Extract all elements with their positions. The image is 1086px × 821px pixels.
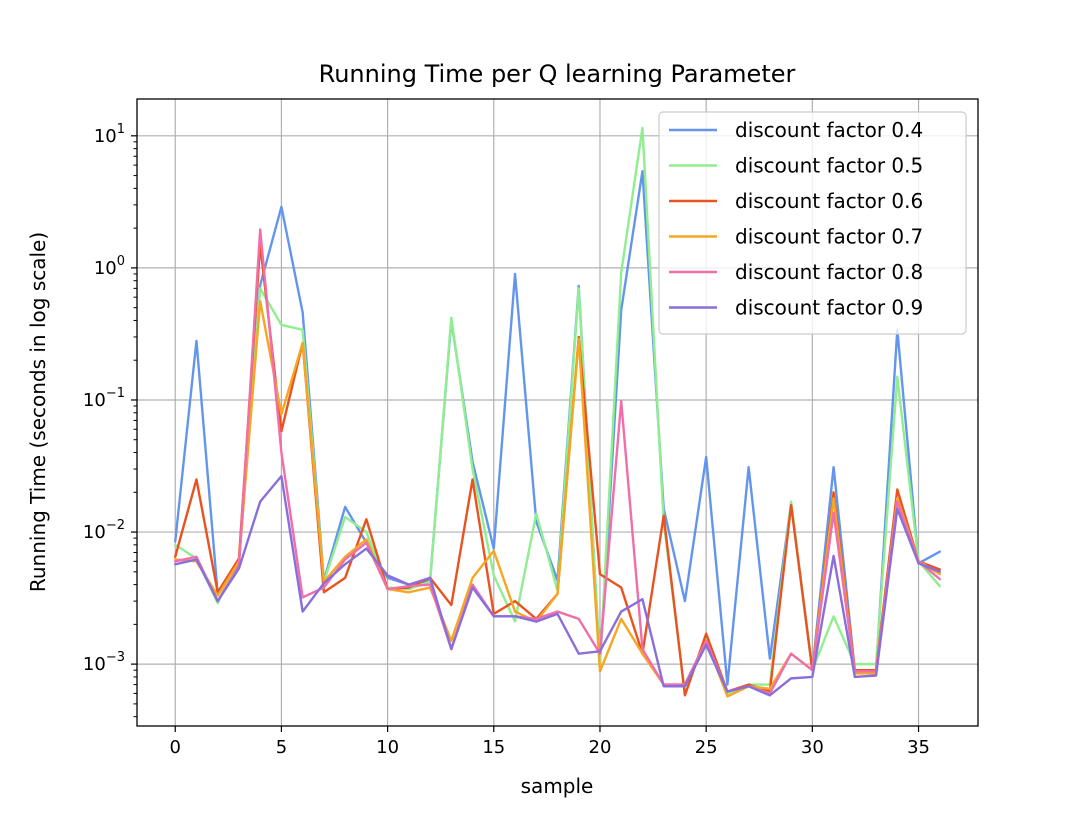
y-tick-label: 10−1 xyxy=(83,386,125,411)
series-lines xyxy=(174,126,941,698)
legend-box xyxy=(658,111,967,335)
legend-label: discount factor 0.4 xyxy=(735,118,923,142)
x-tick-label: 35 xyxy=(907,737,930,758)
x-tick-label: 25 xyxy=(695,737,718,758)
axis-ticks: 0 5 10 15 20 25 30 35 10−3 10−2 10−1 100 101 xyxy=(83,122,930,758)
legend-label: discount factor 0.5 xyxy=(735,154,923,178)
series-line xyxy=(174,474,941,697)
legend: discount factor 0.4 discount factor 0.5 di… xyxy=(658,111,967,335)
y-tick-label: 101 xyxy=(94,122,125,147)
x-tick-label: 15 xyxy=(482,737,505,758)
x-axis-label: sample xyxy=(521,774,594,798)
y-axis-label: Running Time (seconds in log scale) xyxy=(26,232,50,592)
chart-title: Running Time per Q learning Parameter xyxy=(319,60,796,88)
x-tick-label: 10 xyxy=(376,737,399,758)
x-tick-label: 5 xyxy=(276,737,287,758)
legend-label: discount factor 0.9 xyxy=(735,296,923,320)
legend-label: discount factor 0.8 xyxy=(735,260,923,284)
y-tick-label: 10−3 xyxy=(83,650,125,675)
x-tick-label: 30 xyxy=(801,737,824,758)
y-tick-label: 10−2 xyxy=(83,518,125,543)
x-tick-label: 0 xyxy=(170,737,181,758)
x-tick-label: 20 xyxy=(589,737,612,758)
y-tick-label: 100 xyxy=(94,254,125,279)
legend-label: discount factor 0.7 xyxy=(735,225,923,249)
legend-label: discount factor 0.6 xyxy=(735,189,923,213)
